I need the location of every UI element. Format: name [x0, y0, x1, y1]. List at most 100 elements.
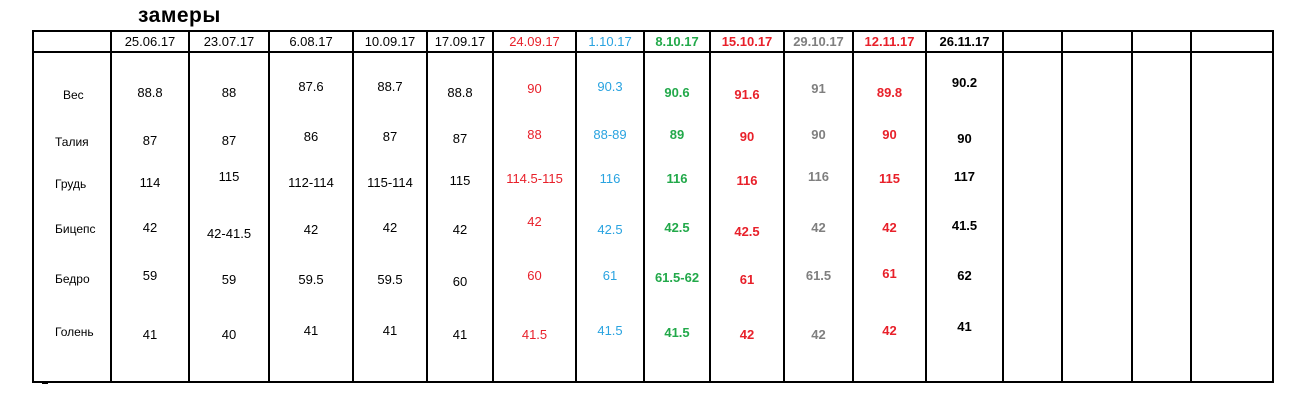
column-divider [852, 30, 854, 383]
measurement-cell: 42 [142, 220, 158, 235]
measurement-cell: 91.6 [734, 87, 760, 102]
measurement-cell: 87 [221, 133, 237, 148]
measurement-cell: 42 [882, 220, 897, 235]
measurement-cell: 112-114 [288, 175, 334, 190]
measurement-cell: 87 [382, 129, 398, 144]
measurement-cell: 115 [218, 169, 240, 184]
measurement-cell: 115-114 [367, 175, 413, 190]
column-divider [1190, 30, 1192, 383]
page-title: замеры [138, 4, 221, 27]
measurement-cell: 117 [954, 169, 975, 184]
measurement-cell: 41 [303, 323, 319, 338]
measurement-cell: 88.7 [377, 79, 403, 94]
measurement-cell: 42 [452, 222, 468, 237]
measurement-cell: 88.8 [137, 85, 163, 100]
column-header-date: 23.07.17 [203, 34, 255, 49]
measurement-cell: 59.5 [377, 272, 403, 287]
measurement-cell: 116 [666, 171, 688, 186]
measurement-cell: 42.5 [734, 224, 760, 239]
measurement-cell: 42.5 [664, 220, 690, 235]
header-divider [32, 51, 1274, 53]
measurement-cell: 87 [142, 133, 158, 148]
measurement-cell: 61.5 [805, 268, 832, 283]
measurement-cell: 115 [879, 171, 900, 186]
measurement-cell: 41 [452, 327, 468, 342]
measurement-cell: 114.5-115 [506, 171, 563, 186]
measurement-cell: 59.5 [298, 272, 324, 287]
column-header-date: 26.11.17 [939, 34, 990, 49]
measurement-cell: 42 [811, 220, 826, 235]
measurement-cell: 41.5 [521, 327, 548, 342]
column-header-date: 25.06.17 [124, 34, 176, 49]
measurements-table [32, 30, 1274, 383]
measurement-cell: 41 [957, 319, 972, 334]
column-divider [352, 30, 354, 383]
measurement-cell: 61 [602, 268, 618, 283]
measurement-cell: 89.8 [876, 85, 903, 100]
measurement-cell: 91 [811, 81, 826, 96]
measurement-cell: 60 [452, 274, 468, 289]
measurement-cell: 40 [221, 327, 237, 342]
measurement-cell: 42 [811, 327, 826, 342]
measurement-cell: 42 [739, 327, 755, 342]
column-divider [709, 30, 711, 383]
row-label: Талия [55, 135, 89, 149]
measurement-cell: 114 [139, 175, 161, 190]
measurement-cell: 86 [303, 129, 319, 144]
measurement-cell: 42 [527, 214, 542, 229]
measurement-cell: 87 [452, 131, 468, 146]
measurement-cell: 41.5 [951, 218, 978, 233]
measurement-cell: 61 [739, 272, 755, 287]
measurement-cell: 42 [303, 222, 319, 237]
column-divider [1002, 30, 1004, 383]
measurement-cell: 90.2 [951, 75, 978, 90]
measurement-cell: 42-41.5 [206, 226, 252, 241]
column-header-date: 24.09.17 [509, 34, 560, 49]
measurement-cell: 41.5 [664, 325, 690, 340]
row-label: Вес [63, 88, 84, 102]
measurement-cell: 62 [957, 268, 972, 283]
measurement-cell: 59 [221, 272, 237, 287]
column-header-date: 12.11.17 [864, 34, 915, 49]
row-label: Бедро [55, 272, 90, 286]
measurement-cell: 88-89 [593, 127, 627, 142]
row-label: Грудь [55, 177, 87, 191]
measurement-cell: 116 [736, 173, 758, 188]
column-divider [643, 30, 645, 383]
measurement-cell: 61.5-62 [654, 270, 700, 285]
column-divider [268, 30, 270, 383]
measurement-cell: 60 [527, 268, 542, 283]
column-header-date: 17.09.17 [434, 34, 486, 49]
measurement-cell: 42 [882, 323, 897, 338]
column-header-date: 10.09.17 [364, 34, 416, 49]
column-divider [925, 30, 927, 383]
column-divider [426, 30, 428, 383]
column-divider [1061, 30, 1063, 383]
measurement-cell: 41.5 [597, 323, 623, 338]
column-divider [1131, 30, 1133, 383]
measurement-cell: 61 [882, 266, 897, 281]
measurement-cell: 90 [739, 129, 755, 144]
column-header-date: 15.10.17 [721, 34, 773, 49]
column-header-date: 29.10.17 [793, 34, 844, 49]
measurement-cell: 41 [142, 327, 158, 342]
measurement-cell: 42 [382, 220, 398, 235]
measurement-cell: 41 [382, 323, 398, 338]
column-divider [575, 30, 577, 383]
measurement-cell: 115 [449, 173, 471, 188]
measurement-cell: 87.6 [298, 79, 324, 94]
column-divider [188, 30, 190, 383]
column-divider [783, 30, 785, 383]
measurement-cell: 59 [142, 268, 158, 283]
measurement-cell: 42.5 [597, 222, 623, 237]
measurement-cell: 116 [808, 169, 829, 184]
row-label: Бицепс [55, 222, 96, 236]
column-divider [110, 30, 112, 383]
column-header-date: 8.10.17 [655, 34, 699, 49]
row-label: Голень [55, 325, 94, 339]
measurement-cell: 90.6 [664, 85, 690, 100]
measurement-cell: 90 [882, 127, 897, 142]
column-divider [492, 30, 494, 383]
stray-mark [42, 382, 48, 384]
measurement-cell: 88 [527, 127, 542, 142]
